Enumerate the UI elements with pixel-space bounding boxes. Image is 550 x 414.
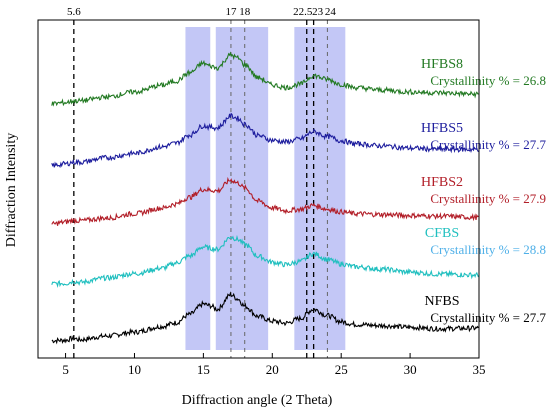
- crystallinity-label-nfbs: Crystallinity % = 27.7: [430, 310, 546, 325]
- series-lines: [51, 51, 479, 345]
- ref-label-17: 17: [225, 6, 237, 18]
- x-tick-label-10: 10: [128, 362, 141, 377]
- crystallinity-label-hfbs2: Crystallinity % = 27.9: [430, 191, 546, 206]
- series-line-nfbs: [51, 291, 479, 345]
- x-tick-label-20: 20: [266, 362, 279, 377]
- plot-frame: [37, 19, 480, 359]
- x-tick-label-5: 5: [62, 362, 69, 377]
- crystallinity-label-hfbs5: Crystallinity % = 27.7: [430, 137, 546, 152]
- ref-label-24: 24: [325, 6, 337, 18]
- x-axis-title: Diffraction angle (2 Theta): [182, 393, 333, 408]
- x-axis: 5 10 15 20 25 30 35: [62, 353, 486, 377]
- ref-label-5.6: 5.6: [67, 6, 81, 18]
- series-name-hfbs5: HFBS5: [421, 121, 463, 136]
- shaded-band-1: [185, 27, 211, 350]
- ref-label-23: 23: [312, 6, 324, 18]
- crystallinity-label-cfbs: Crystallinity % = 28.8: [430, 242, 546, 257]
- series-name-hfbs8: HFBS8: [421, 57, 463, 72]
- series-line-hfbs5: [51, 112, 479, 168]
- series-line-hfbs8: [51, 51, 479, 107]
- x-tick-label-35: 35: [473, 362, 486, 377]
- ref-label-22.5: 22.5: [293, 6, 313, 18]
- x-tick-label-15: 15: [197, 362, 210, 377]
- series-name-nfbs: NFBS: [424, 294, 459, 309]
- reference-lines: 5.6 17 18 22.5 23 24: [67, 6, 336, 358]
- x-tick-label-25: 25: [335, 362, 348, 377]
- x-tick-label-30: 30: [404, 362, 417, 377]
- series-name-hfbs2: HFBS2: [421, 175, 463, 190]
- series-name-cfbs: CFBS: [425, 226, 459, 241]
- shaded-band-2: [215, 27, 269, 350]
- y-axis-title: Diffraction Intensity: [4, 133, 19, 247]
- series-line-cfbs: [51, 234, 479, 288]
- crystallinity-label-hfbs8: Crystallinity % = 26.8: [430, 73, 546, 88]
- shaded-band-3: [294, 27, 346, 350]
- ref-label-18: 18: [239, 6, 251, 18]
- series-line-hfbs2: [51, 176, 479, 226]
